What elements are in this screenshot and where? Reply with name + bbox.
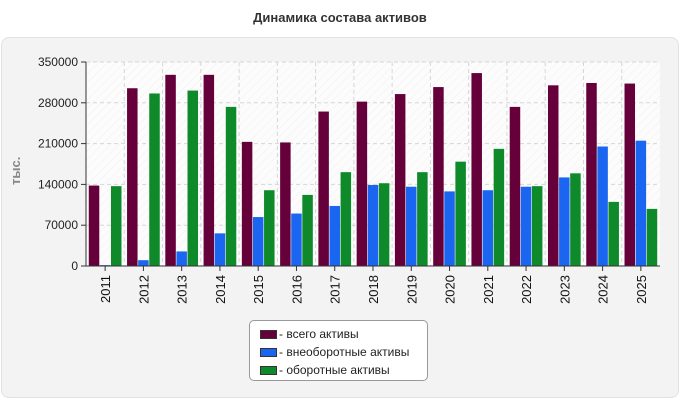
y-tick-labels: 0 70000 140000 210000 280000 350000	[38, 55, 78, 273]
bar-current-assets	[417, 172, 428, 266]
bar-total-assets	[356, 101, 368, 267]
bar-noncurrent-assets	[138, 260, 149, 266]
y-tick-label: 70000	[45, 218, 79, 232]
x-tick-label: 2011	[98, 275, 113, 303]
legend-swatch-total	[260, 329, 277, 339]
bar-current-assets	[646, 208, 658, 266]
bar-current-assets	[570, 173, 581, 266]
x-tick-label: 2017	[328, 275, 343, 304]
x-tick-labels: 2011 2012 2013 2014 2015 2016 2017 2018 2019 2020…	[98, 275, 649, 304]
bar-total-assets	[280, 142, 291, 266]
bar-current-assets	[187, 90, 199, 266]
bar-total-assets	[586, 82, 597, 267]
x-tick-label: 2012	[136, 275, 151, 304]
bar-noncurrent-assets	[291, 213, 302, 266]
bar-current-assets	[225, 106, 237, 266]
bar-current-assets	[302, 194, 313, 266]
bar-noncurrent-assets	[252, 217, 264, 266]
legend-label-noncurrent: - внеоборотные активы	[279, 345, 410, 359]
bar-total-assets	[547, 85, 559, 266]
legend-item-current: - оборотные активы	[260, 361, 427, 379]
legend-swatch-noncurrent	[260, 347, 277, 357]
bar-noncurrent-assets	[444, 191, 455, 266]
bar-noncurrent-assets	[176, 251, 187, 266]
bar-current-assets	[264, 190, 275, 266]
x-tick-label: 2018	[366, 275, 381, 304]
x-tick-label: 2019	[404, 275, 419, 304]
x-tick-label: 2016	[289, 275, 304, 304]
legend-label-current: - оборотные активы	[279, 363, 390, 377]
legend-label-total: - всего активы	[279, 327, 359, 341]
chart-title: Динамика состава активов	[253, 10, 427, 25]
bar-current-assets	[608, 201, 619, 266]
y-tick-label: 0	[71, 259, 78, 273]
bar-noncurrent-assets	[329, 205, 340, 266]
bar-noncurrent-assets	[597, 146, 608, 266]
legend: - всего активы - внеоборотные активы - о…	[249, 320, 428, 381]
bar-noncurrent-assets	[367, 184, 379, 266]
bar-noncurrent-assets	[559, 177, 570, 266]
y-axis-label: тыс.	[8, 156, 23, 185]
bar-total-assets	[165, 74, 176, 266]
bar-total-assets	[88, 185, 100, 266]
bar-total-assets	[509, 106, 521, 266]
x-tick-label: 2014	[213, 275, 228, 304]
legend-item-total: - всего активы	[260, 325, 427, 343]
x-tick-label: 2023	[557, 275, 572, 304]
x-tick-label: 2024	[596, 275, 611, 304]
bar-current-assets	[493, 148, 505, 266]
x-tick-label: 2025	[634, 275, 649, 304]
bar-noncurrent-assets	[520, 186, 532, 266]
bar-current-assets	[455, 161, 466, 266]
x-tick-label: 2015	[251, 275, 266, 304]
y-tick-label: 280000	[38, 96, 78, 110]
y-tick-label: 140000	[38, 177, 78, 191]
bar-total-assets	[394, 94, 406, 266]
bar-total-assets	[471, 73, 482, 267]
x-tick-label: 2022	[519, 275, 534, 304]
x-tick-label: 2013	[175, 275, 190, 304]
bar-total-assets	[318, 111, 329, 267]
bar-current-assets	[149, 93, 160, 266]
bar-noncurrent-assets	[482, 190, 494, 266]
bar-current-assets	[110, 186, 122, 266]
bar-current-assets	[531, 186, 543, 266]
bar-total-assets	[127, 88, 138, 266]
x-tick-label: 2021	[481, 275, 496, 304]
bar-total-assets	[624, 83, 636, 267]
bar-total-assets	[433, 87, 444, 266]
bar-current-assets	[378, 183, 390, 266]
legend-swatch-current	[260, 365, 277, 375]
bars	[88, 73, 658, 267]
bar-total-assets	[241, 141, 253, 266]
bar-noncurrent-assets	[214, 233, 226, 266]
bar-noncurrent-assets	[406, 186, 417, 266]
axes	[81, 61, 660, 271]
y-tick-label: 210000	[38, 137, 78, 151]
bar-noncurrent-assets	[635, 140, 647, 266]
bar-total-assets	[203, 74, 215, 266]
x-tick-label: 2020	[443, 275, 458, 304]
y-tick-label: 350000	[38, 55, 78, 69]
legend-item-noncurrent: - внеоборотные активы	[260, 343, 427, 361]
bar-current-assets	[340, 172, 352, 266]
